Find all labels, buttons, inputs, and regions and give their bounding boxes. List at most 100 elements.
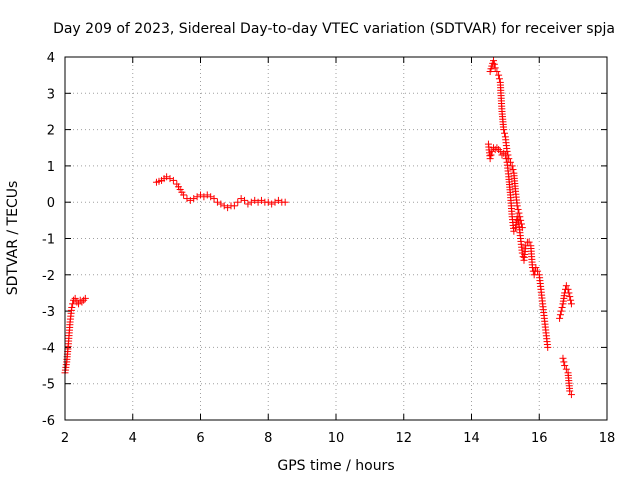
data-point: [544, 343, 552, 351]
data-point: [525, 238, 533, 246]
x-tick-label: 18: [599, 431, 616, 446]
data-point: [230, 202, 238, 210]
data-point: [190, 195, 198, 203]
grid-lines: [65, 57, 607, 420]
data-point: [503, 147, 512, 159]
data-point: [63, 342, 72, 366]
data-point: [534, 267, 542, 275]
data-point: [281, 198, 289, 206]
data-point: [61, 361, 70, 377]
data-point: [496, 78, 506, 113]
data-point: [512, 187, 521, 207]
data-point: [180, 191, 188, 199]
data-point: [173, 180, 182, 191]
x-tick-label: 2: [61, 431, 69, 446]
data-point: [517, 216, 525, 228]
y-tick-label: -3: [42, 305, 55, 320]
data-point: [271, 198, 279, 206]
data-point: [562, 282, 570, 290]
y-tick-label: 1: [47, 160, 55, 175]
data-point: [186, 196, 194, 204]
x-tick-label: 16: [531, 431, 548, 446]
data-point: [166, 175, 174, 183]
data-point: [244, 200, 252, 208]
data-point: [567, 300, 575, 308]
data-point: [567, 391, 575, 399]
y-tick-label: -4: [42, 341, 55, 356]
data-point: [562, 365, 570, 373]
data-point: [257, 196, 265, 204]
data-point: [559, 354, 568, 366]
data-point: [268, 200, 276, 208]
data-point: [556, 311, 564, 322]
data-point: [501, 133, 511, 152]
data-point: [493, 68, 501, 76]
data-point: [484, 140, 494, 160]
x-tick-label: 4: [129, 431, 137, 446]
y-tick-label: 0: [47, 196, 55, 211]
data-point: [251, 196, 259, 204]
data-point: [490, 57, 498, 68]
data-point: [247, 198, 255, 206]
data-point: [234, 198, 242, 206]
data-point: [80, 296, 88, 304]
y-tick-label: -6: [42, 414, 55, 429]
x-tick-label: 6: [196, 431, 204, 446]
data-point: [510, 169, 519, 193]
data-point: [564, 369, 573, 392]
data-point: [506, 158, 514, 166]
data-point: [498, 107, 507, 131]
y-tick-label: 4: [47, 51, 55, 66]
data-point: [75, 300, 83, 308]
data-point: [496, 147, 504, 155]
data-point: [527, 242, 536, 269]
x-tick-labels: 2 4 6 8 10 12 14 16 18: [61, 431, 615, 446]
x-tick-label: 12: [395, 431, 412, 446]
data-point: [488, 147, 496, 155]
data-point: [495, 71, 503, 83]
data-point: [540, 314, 550, 334]
data-point: [508, 162, 517, 174]
data-point: [241, 196, 249, 204]
data-point: [518, 224, 526, 232]
x-tick-label: 14: [463, 431, 480, 446]
data-point: [500, 126, 509, 137]
data-point: [69, 296, 77, 304]
data-point: [535, 271, 545, 290]
data-points: [61, 57, 575, 399]
y-tick-label: 3: [47, 87, 55, 102]
data-point: [264, 198, 272, 206]
data-point: [566, 293, 575, 304]
data-point: [561, 362, 569, 370]
data-point: [559, 292, 568, 308]
y-tick-labels: -6 -5 -4 -3 -2 -1 0 1 2 3 4: [42, 51, 55, 429]
data-point: [495, 146, 503, 154]
data-point: [532, 264, 540, 272]
data-point: [71, 294, 79, 302]
data-point: [500, 149, 508, 157]
data-point: [68, 300, 77, 311]
data-point: [237, 195, 245, 203]
data-point: [213, 198, 221, 206]
x-tick-label: 10: [328, 431, 345, 446]
data-point: [193, 193, 201, 201]
data-point: [224, 204, 232, 212]
data-point: [81, 294, 89, 302]
data-point: [203, 191, 211, 199]
data-point: [197, 191, 204, 199]
data-point: [537, 285, 546, 305]
data-point: [176, 185, 186, 196]
data-point: [505, 173, 514, 196]
data-point: [163, 173, 171, 181]
x-tick-label: 8: [264, 431, 272, 446]
data-point: [486, 65, 495, 76]
data-point: [557, 303, 566, 315]
data-point: [207, 193, 215, 201]
y-axis-label: SDTVAR / TECUs: [5, 181, 21, 296]
data-point: [169, 176, 177, 184]
data-point: [64, 321, 74, 348]
axis-ticks: [64, 56, 608, 421]
data-point: [564, 285, 573, 297]
data-point: [66, 306, 75, 326]
